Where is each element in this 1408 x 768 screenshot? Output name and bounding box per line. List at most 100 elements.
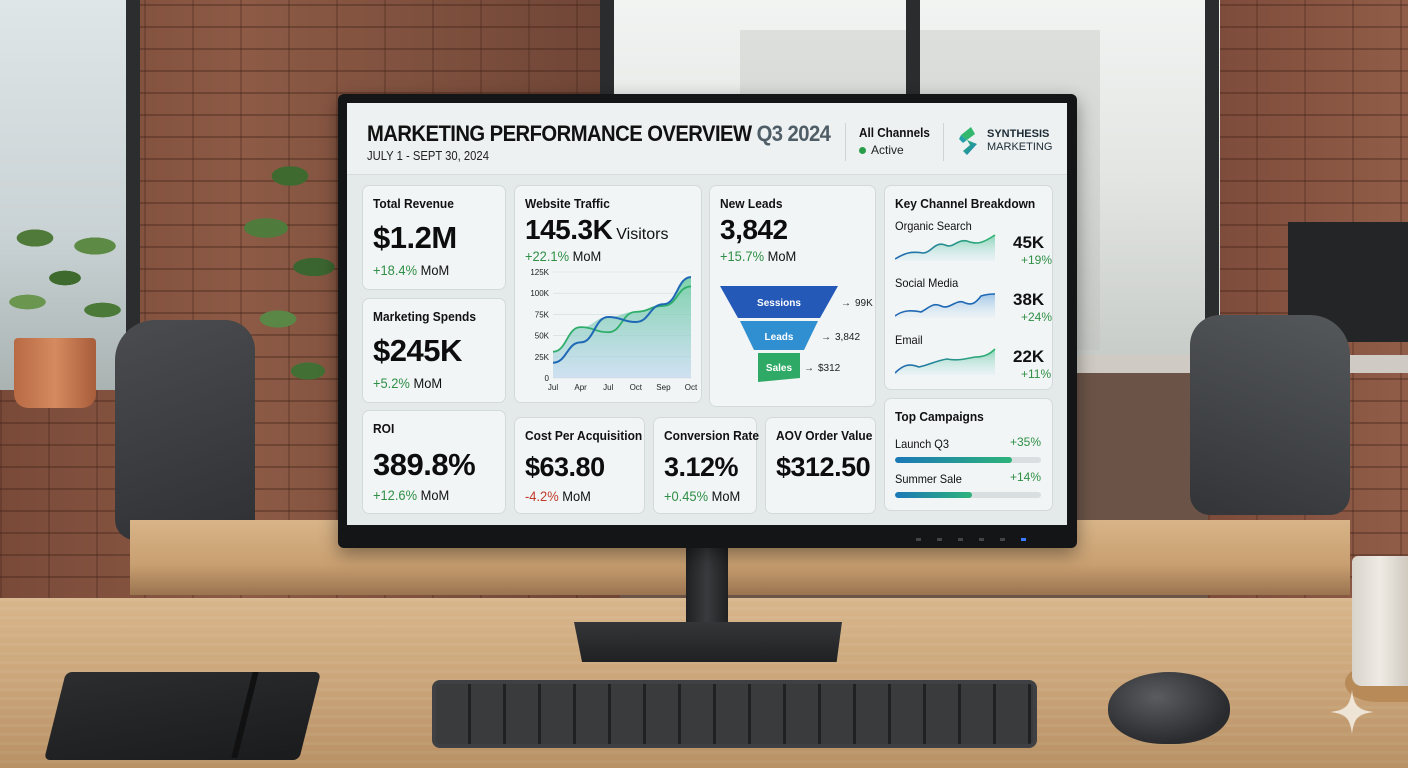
channel-name: Organic Search <box>895 219 972 233</box>
funnel-label: Sales <box>766 363 793 374</box>
y-tick-label: 50K <box>535 332 550 341</box>
card-title: Total Revenue <box>373 196 454 211</box>
card-title: AOV Order Value <box>776 428 873 443</box>
office-chair-left <box>115 320 255 540</box>
kpi-card-marketing-spends[interactable]: Marketing Spends $245K +5.2% MoM <box>362 298 506 403</box>
website-traffic-card[interactable]: Website Traffic 145.3K Visitors +22.1% Mo… <box>514 185 702 403</box>
funnel-stage-leads[interactable] <box>740 321 818 350</box>
funnel-label: Sessions <box>757 298 801 309</box>
dashboard-header: MARKETING PERFORMANCE OVERVIEW Q3 2024 J… <box>347 103 1067 175</box>
title-period: Q3 2024 <box>756 121 831 146</box>
delta-percent: +22.1% <box>525 248 570 264</box>
funnel-stage-sales[interactable] <box>758 353 800 382</box>
campaign-summer-sale[interactable]: Summer Sale +14% <box>895 470 1041 498</box>
monitor-button[interactable] <box>958 538 963 541</box>
leads-value: 3,842 <box>720 214 788 245</box>
top-campaigns-card[interactable]: Top Campaigns Launch Q3 +35% Summer Sale… <box>884 398 1053 511</box>
delta-suffix: MoM <box>420 487 450 503</box>
y-tick-label: 0 <box>545 374 550 383</box>
header-divider <box>845 123 846 161</box>
channel-delta: +19% <box>1021 253 1053 267</box>
kpi-card-cost-per-acquisition[interactable]: Cost Per Acquisition $63.80 -4.2% MoM <box>514 417 645 514</box>
traffic-unit: Visitors <box>616 226 669 243</box>
campaign-progress-track <box>895 492 1041 498</box>
campaign-launch-q3[interactable]: Launch Q3 +35% <box>895 435 1041 463</box>
funnel-stage-sessions[interactable] <box>720 286 838 318</box>
page-title: MARKETING PERFORMANCE OVERVIEW Q3 2024 <box>367 121 831 147</box>
x-tick-label: Sep <box>656 383 671 392</box>
notebook <box>44 672 321 760</box>
campaign-progress-track <box>895 457 1041 463</box>
y-tick-label: 25K <box>535 353 550 362</box>
channel-row-email[interactable]: Email 22K +11% <box>895 333 1051 389</box>
sparkline <box>895 348 996 375</box>
x-tick-label: Oct <box>685 383 698 392</box>
channel-delta: +11% <box>1021 367 1052 381</box>
series-line-blue[interactable] <box>552 276 692 364</box>
delta-suffix: MoM <box>413 375 443 391</box>
campaign-delta: +35% <box>1009 435 1041 449</box>
series-line-green[interactable] <box>552 285 692 353</box>
delta-suffix: MoM <box>767 248 797 264</box>
kpi-card-aov[interactable]: AOV Order Value $312.50 <box>765 417 876 514</box>
sparkle-icon <box>1330 690 1374 734</box>
campaign-progress-bar <box>895 457 1012 463</box>
delta-percent: -4.2% <box>525 488 559 504</box>
kpi-value: $312.50 <box>776 452 871 482</box>
delta-suffix: MoM <box>562 488 591 504</box>
delta-suffix: MoM <box>572 248 602 264</box>
kpi-delta: +0.45% MoM <box>664 488 740 504</box>
kpi-card-roi[interactable]: ROI 389.8% +12.6% MoM <box>362 410 506 514</box>
monitor-button[interactable] <box>979 538 984 541</box>
y-tick-label: 125K <box>530 268 549 277</box>
office-chair-right <box>1190 315 1350 515</box>
leads-delta: +15.7% MoM <box>720 248 796 264</box>
funnel-arrow-icon: → <box>804 363 814 374</box>
campaign-name: Launch Q3 <box>895 437 950 451</box>
channel-name: Social Media <box>895 276 959 290</box>
card-title: Key Channel Breakdown <box>895 196 1036 211</box>
leads-funnel[interactable]: Sessions Leads Sales → 99K → 3,842 → $31… <box>718 278 878 390</box>
kpi-card-conversion-rate[interactable]: Conversion Rate 3.12% +0.45% MoM <box>653 417 759 514</box>
synthesis-logo-icon <box>959 127 977 155</box>
monitor-button[interactable] <box>937 538 942 541</box>
kpi-value: $1.2M <box>373 220 457 255</box>
delta-suffix: MoM <box>420 262 450 278</box>
channel-value: 38K <box>1013 290 1045 309</box>
kpi-card-total-revenue[interactable]: Total Revenue $1.2M +18.4% MoM <box>362 185 506 290</box>
delta-percent: +15.7% <box>720 248 765 264</box>
power-led <box>1021 538 1026 541</box>
new-leads-card[interactable]: New Leads 3,842 +15.7% MoM Sessions Lead… <box>709 185 876 407</box>
monitor-button[interactable] <box>1000 538 1005 541</box>
sparkline <box>895 234 996 261</box>
monitor-buttons[interactable] <box>916 538 1026 541</box>
channel-filter-label: All Channels <box>859 125 930 140</box>
card-title: Marketing Spends <box>373 309 477 324</box>
key-channel-card[interactable]: Key Channel Breakdown Organic Search 45K… <box>884 185 1053 390</box>
y-tick-label: 75K <box>535 310 550 319</box>
mouse[interactable] <box>1108 672 1230 744</box>
delta-percent: +18.4% <box>373 262 418 278</box>
channel-row-organic-search[interactable]: Organic Search 45K +19% <box>895 219 1052 275</box>
traffic-number: 145.3K <box>525 214 613 245</box>
monitor-button[interactable] <box>916 538 921 541</box>
card-title: New Leads <box>720 196 783 211</box>
channel-value: 45K <box>1013 233 1045 252</box>
status-text: Active <box>871 143 904 157</box>
funnel-arrow-icon: → <box>841 298 851 309</box>
card-title: Website Traffic <box>525 196 610 211</box>
delta-percent: +12.6% <box>373 487 418 503</box>
channel-filter[interactable]: All Channels Active <box>859 125 938 157</box>
date-range: JULY 1 - SEPT 30, 2024 <box>367 149 489 163</box>
traffic-line-chart[interactable]: 0 25K 50K 75K 100K 125K Jul Apr Jul Oct Sep Oct <box>519 266 699 398</box>
keyboard[interactable] <box>432 680 1037 748</box>
kpi-delta: +12.6% MoM <box>373 487 449 503</box>
delta-percent: +5.2% <box>373 375 410 391</box>
kpi-delta: -4.2% MoM <box>525 488 591 504</box>
channel-row-social-media[interactable]: Social Media 38K +24% <box>895 276 1052 332</box>
kpi-delta: +18.4% MoM <box>373 262 449 278</box>
traffic-value: 145.3K Visitors <box>525 214 668 246</box>
kpi-value: 389.8% <box>373 447 476 482</box>
title-text: MARKETING PERFORMANCE OVERVIEW <box>367 121 752 146</box>
